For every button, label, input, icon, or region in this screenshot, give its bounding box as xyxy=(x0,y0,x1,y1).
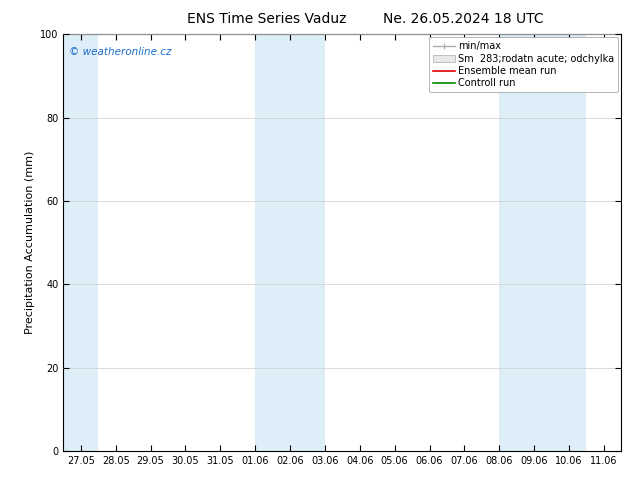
Text: ENS Time Series Vaduz: ENS Time Series Vaduz xyxy=(186,12,346,26)
Y-axis label: Precipitation Accumulation (mm): Precipitation Accumulation (mm) xyxy=(25,151,35,334)
Legend: min/max, Sm  283;rodatn acute; odchylka, Ensemble mean run, Controll run: min/max, Sm 283;rodatn acute; odchylka, … xyxy=(429,37,618,92)
Bar xyxy=(255,34,325,451)
Text: © weatheronline.cz: © weatheronline.cz xyxy=(69,47,171,57)
Text: Ne. 26.05.2024 18 UTC: Ne. 26.05.2024 18 UTC xyxy=(382,12,543,26)
Bar xyxy=(500,34,586,451)
Bar xyxy=(63,34,98,451)
